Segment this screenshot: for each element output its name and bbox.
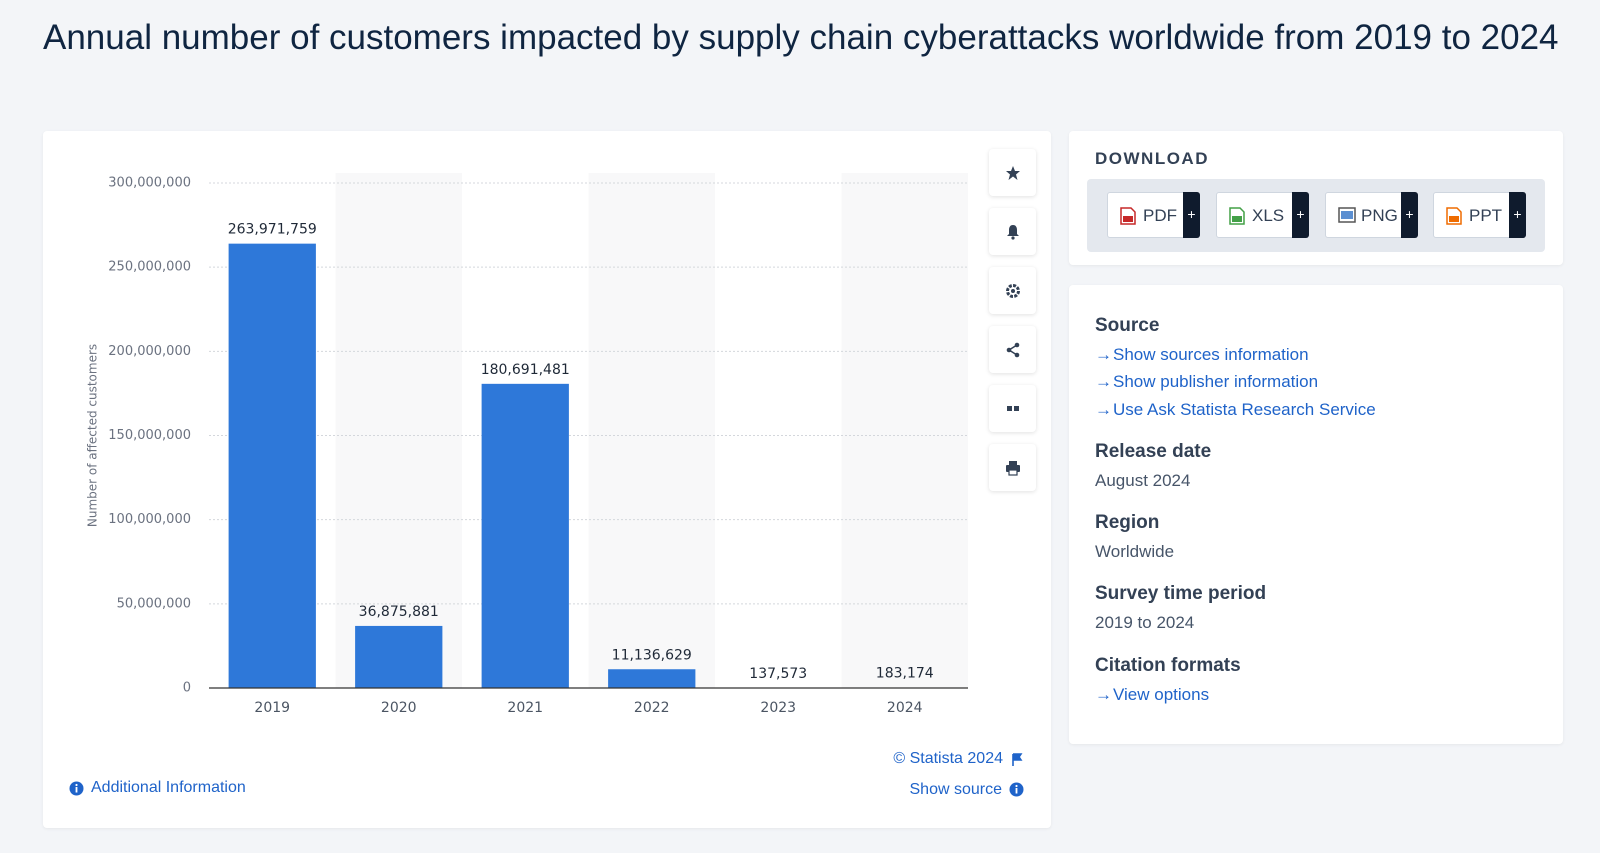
details-card: Source →Show sources information →Show p… xyxy=(1069,285,1563,744)
source-link[interactable]: →Show sources information xyxy=(1095,345,1309,364)
chart-card: 0 50,000,000 100,000,000 150,000,000 200,000… xyxy=(43,131,1051,828)
show-source-link[interactable]: Show source xyxy=(909,781,1003,798)
favorite-button[interactable] xyxy=(989,149,1036,196)
section-value: 2019 to 2024 xyxy=(1095,613,1195,632)
download-box: PDF + XLS + PNG + PPT + xyxy=(1087,179,1545,252)
value-label: 36,875,881 xyxy=(359,604,439,620)
value-label: 137,573 xyxy=(749,666,807,682)
x-tick-label: 2023 xyxy=(760,700,796,716)
band-background xyxy=(588,173,715,688)
file-icon xyxy=(1446,207,1462,225)
x-tick-label: 2019 xyxy=(254,700,290,716)
download-pdf[interactable]: PDF + xyxy=(1107,192,1200,238)
notification-button[interactable] xyxy=(989,208,1036,255)
source-link[interactable]: →Show publisher information xyxy=(1095,372,1319,391)
cite-button[interactable] xyxy=(989,385,1036,432)
download-ppt[interactable]: PPT + xyxy=(1433,192,1526,238)
section-heading: Citation formats xyxy=(1095,655,1241,676)
format-label: XLS xyxy=(1252,206,1285,225)
chart: 0 50,000,000 100,000,000 150,000,000 200,000… xyxy=(86,173,968,716)
download-title: DOWNLOAD xyxy=(1095,149,1209,168)
value-label: 263,971,759 xyxy=(228,222,317,238)
more-button[interactable]: + xyxy=(1509,192,1526,238)
value-label: 180,691,481 xyxy=(481,362,570,378)
y-tick-label: 0 xyxy=(183,681,191,696)
download-png[interactable]: PNG + xyxy=(1325,192,1418,238)
section-heading: Survey time period xyxy=(1095,583,1267,604)
page-title: Annual number of customers impacted by s… xyxy=(43,18,1559,57)
y-tick-label: 250,000,000 xyxy=(108,260,191,275)
y-tick-label: 50,000,000 xyxy=(117,596,191,611)
format-label: PNG xyxy=(1361,206,1398,225)
file-icon xyxy=(1338,207,1356,223)
y-tick-label: 100,000,000 xyxy=(108,512,191,527)
x-tick-label: 2020 xyxy=(381,700,417,716)
bar xyxy=(481,383,569,688)
link-text: View options xyxy=(1113,685,1210,704)
y-tick-label: 150,000,000 xyxy=(108,428,191,443)
settings-button[interactable] xyxy=(989,267,1036,314)
y-tick-label: 200,000,000 xyxy=(108,344,191,359)
x-tick-label: 2024 xyxy=(887,700,923,716)
value-label: 183,174 xyxy=(876,666,934,682)
link-text: Show sources information xyxy=(1113,345,1309,364)
bar xyxy=(355,625,443,688)
bar xyxy=(608,669,696,688)
file-icon xyxy=(1229,207,1245,225)
link-text: Use Ask Statista Research Service xyxy=(1113,400,1376,419)
x-tick-label: 2022 xyxy=(634,700,670,716)
share-button[interactable] xyxy=(989,326,1036,373)
section-heading: Release date xyxy=(1095,441,1212,462)
section-heading: Region xyxy=(1095,512,1160,533)
y-axis-label: Number of affected customers xyxy=(86,344,100,527)
section-value: August 2024 xyxy=(1095,471,1191,490)
y-tick-label: 300,000,000 xyxy=(108,176,191,191)
info-icon xyxy=(69,781,84,796)
download-xls[interactable]: XLS + xyxy=(1216,192,1309,238)
format-label: PPT xyxy=(1469,206,1503,225)
format-label: PDF xyxy=(1143,206,1177,225)
flag-icon xyxy=(1012,753,1023,766)
more-button[interactable]: + xyxy=(1292,192,1309,238)
section-heading: Source xyxy=(1095,315,1160,336)
copyright[interactable]: © Statista 2024 xyxy=(893,750,1003,767)
band-background xyxy=(335,173,462,688)
more-button[interactable]: + xyxy=(1401,192,1418,238)
source-link[interactable]: →Use Ask Statista Research Service xyxy=(1095,400,1376,419)
more-button[interactable]: + xyxy=(1183,192,1200,238)
download-card: DOWNLOAD PDF + XLS + PNG + PPT + xyxy=(1069,131,1563,265)
bar xyxy=(228,243,316,689)
print-button[interactable] xyxy=(989,444,1036,491)
section-value: Worldwide xyxy=(1095,542,1175,561)
info-icon xyxy=(1009,782,1024,797)
link-text: Show publisher information xyxy=(1113,372,1319,391)
value-label: 11,136,629 xyxy=(612,647,692,663)
band-background xyxy=(841,173,968,688)
citation-link[interactable]: →View options xyxy=(1095,685,1210,704)
additional-information-link[interactable]: Additional Information xyxy=(91,779,246,796)
x-tick-label: 2021 xyxy=(507,700,543,716)
file-icon xyxy=(1120,207,1136,225)
